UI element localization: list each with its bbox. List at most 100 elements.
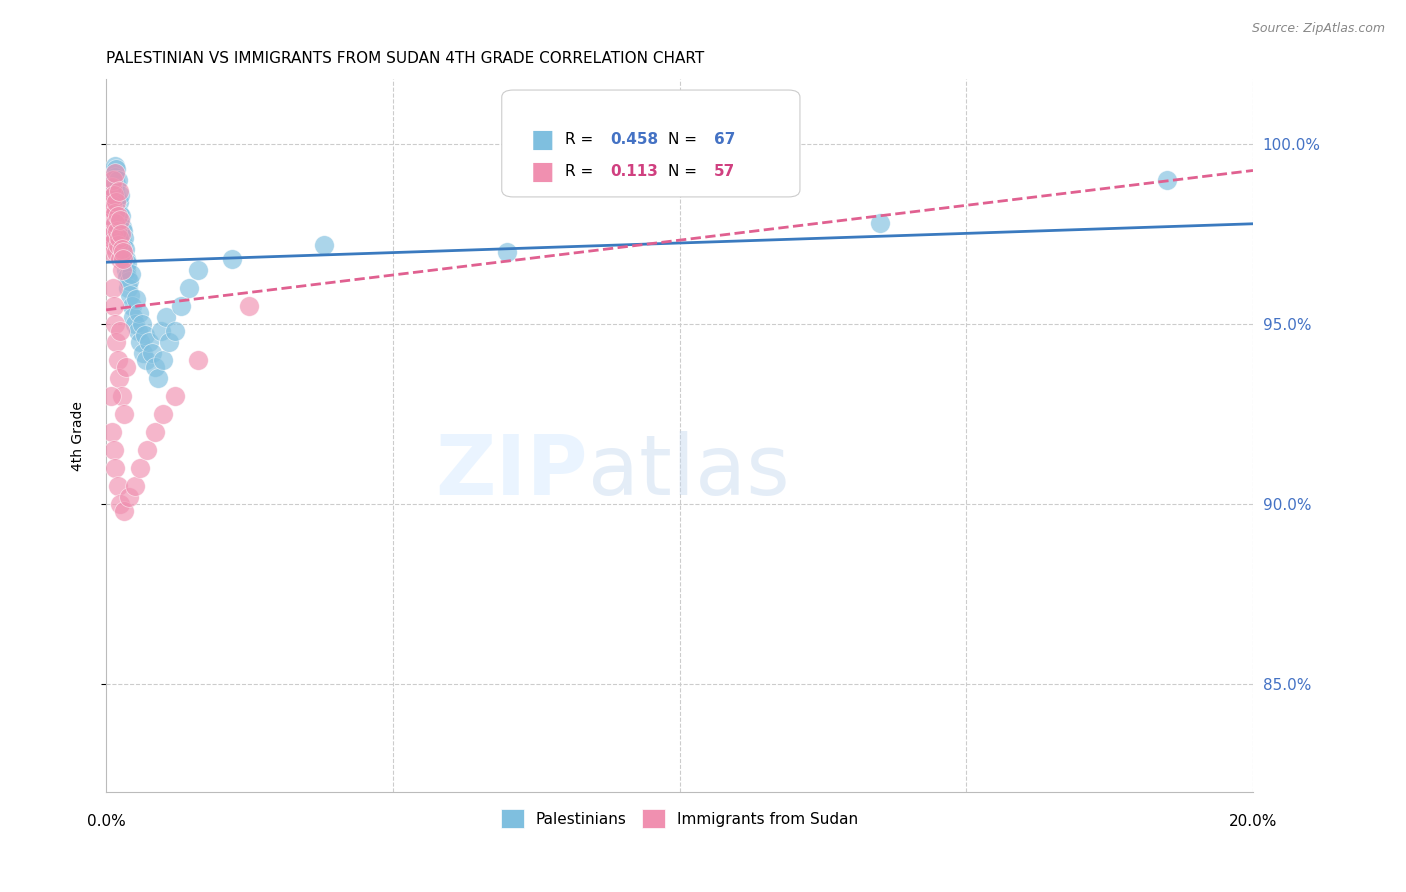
- Point: [135, 353, 157, 368]
- Point: [105, 202, 128, 216]
- Point: [146, 371, 169, 385]
- Point: [169, 299, 191, 313]
- Point: [163, 389, 186, 403]
- Text: R =: R =: [565, 164, 603, 179]
- Point: [104, 216, 127, 230]
- Point: [128, 306, 150, 320]
- Point: [105, 194, 128, 209]
- Point: [149, 324, 172, 338]
- Point: [112, 252, 135, 267]
- Point: [127, 324, 149, 338]
- Point: [111, 223, 134, 237]
- Point: [163, 324, 186, 338]
- Point: [101, 166, 124, 180]
- Point: [104, 461, 127, 475]
- Point: [157, 334, 180, 349]
- Point: [134, 327, 156, 342]
- Point: [101, 173, 124, 187]
- Point: [129, 334, 152, 349]
- Point: [98, 209, 121, 223]
- Point: [640, 155, 662, 169]
- Point: [110, 497, 132, 511]
- Point: [105, 334, 128, 349]
- Point: [107, 479, 129, 493]
- Point: [103, 187, 125, 202]
- Point: [103, 235, 125, 249]
- Point: [103, 443, 125, 458]
- Text: R =: R =: [565, 132, 598, 147]
- Point: [101, 180, 124, 194]
- Point: [155, 310, 177, 324]
- Point: [869, 216, 891, 230]
- Text: ■: ■: [530, 160, 554, 184]
- Text: N =: N =: [668, 132, 702, 147]
- Point: [98, 227, 121, 241]
- Point: [1156, 173, 1178, 187]
- Point: [107, 184, 129, 198]
- Point: [143, 360, 166, 375]
- Point: [117, 270, 139, 285]
- Text: 57: 57: [714, 164, 735, 179]
- FancyBboxPatch shape: [502, 90, 800, 197]
- Text: ■: ■: [530, 128, 554, 152]
- Point: [101, 281, 124, 295]
- Text: 67: 67: [714, 132, 735, 147]
- Text: N =: N =: [668, 164, 702, 179]
- Point: [117, 281, 139, 295]
- Point: [111, 235, 134, 249]
- Point: [136, 443, 159, 458]
- Point: [107, 194, 129, 209]
- Point: [111, 389, 134, 403]
- Point: [111, 245, 134, 260]
- Text: 0.458: 0.458: [610, 132, 659, 147]
- Point: [496, 245, 519, 260]
- Point: [138, 334, 160, 349]
- Point: [105, 162, 128, 177]
- Point: [107, 238, 129, 252]
- Point: [97, 216, 120, 230]
- Point: [115, 360, 138, 375]
- Point: [122, 310, 145, 324]
- Point: [129, 461, 152, 475]
- Point: [107, 205, 129, 219]
- Y-axis label: 4th Grade: 4th Grade: [72, 401, 86, 471]
- Point: [179, 281, 201, 295]
- Point: [108, 230, 131, 244]
- Point: [98, 216, 121, 230]
- Point: [238, 299, 260, 313]
- Point: [97, 202, 120, 216]
- Point: [124, 479, 146, 493]
- Text: atlas: atlas: [588, 431, 790, 512]
- Point: [97, 227, 120, 241]
- Point: [104, 166, 127, 180]
- Point: [101, 425, 124, 439]
- Point: [110, 252, 132, 267]
- Point: [110, 227, 132, 241]
- Point: [104, 205, 127, 219]
- Point: [121, 299, 143, 313]
- Point: [112, 407, 135, 421]
- Text: 20.0%: 20.0%: [1229, 814, 1277, 829]
- Point: [104, 159, 127, 173]
- Point: [118, 490, 141, 504]
- Point: [124, 317, 146, 331]
- Point: [104, 317, 127, 331]
- Point: [110, 209, 132, 223]
- Point: [108, 187, 131, 202]
- Point: [104, 184, 127, 198]
- Point: [107, 209, 129, 223]
- Text: ZIP: ZIP: [436, 431, 588, 512]
- Point: [100, 389, 122, 403]
- Point: [152, 353, 174, 368]
- Point: [110, 227, 132, 241]
- Point: [112, 238, 135, 252]
- Point: [103, 299, 125, 313]
- Point: [115, 263, 138, 277]
- Point: [143, 425, 166, 439]
- Point: [100, 191, 122, 205]
- Point: [112, 504, 135, 518]
- Point: [105, 223, 128, 237]
- Point: [110, 324, 132, 338]
- Point: [107, 371, 129, 385]
- Point: [101, 227, 124, 241]
